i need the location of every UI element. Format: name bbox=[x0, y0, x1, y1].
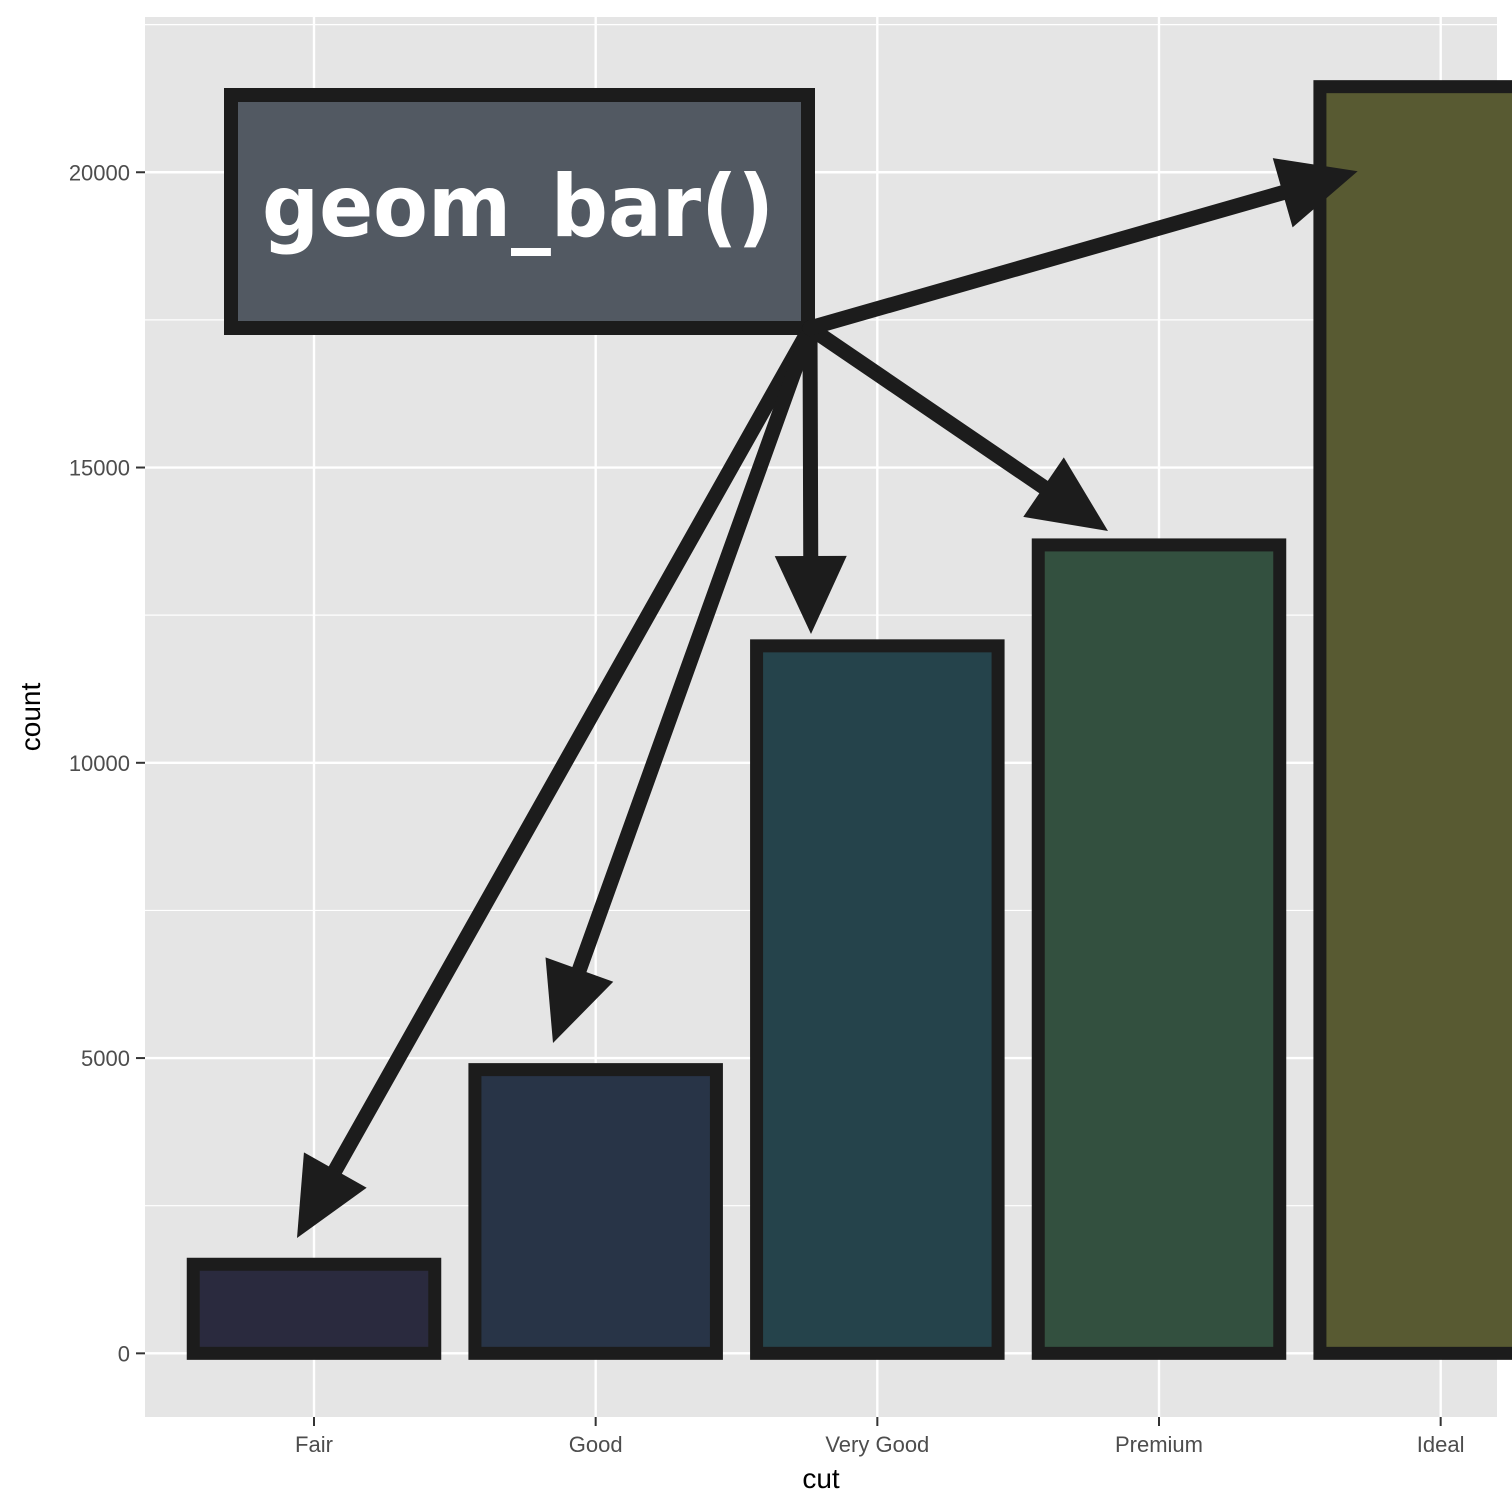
bar-fair bbox=[186, 1257, 442, 1360]
arrow-head bbox=[774, 555, 847, 634]
x-tick-label: Fair bbox=[295, 1432, 333, 1457]
arrow-shaft bbox=[325, 320, 818, 1182]
y-axis-title: count bbox=[15, 683, 46, 752]
y-axis: 0 5000 10000 15000 20000 bbox=[69, 160, 145, 1366]
arrow-head bbox=[1272, 158, 1358, 228]
y-tick-label: 10000 bbox=[69, 751, 130, 776]
x-axis-title: cut bbox=[802, 1463, 840, 1494]
arrow-shaft bbox=[802, 320, 1055, 497]
arrow-to-premium bbox=[802, 320, 1108, 531]
annotation-text: geom_bar() bbox=[262, 157, 774, 257]
bar-very-good bbox=[750, 639, 1005, 1360]
y-tick-label: 20000 bbox=[69, 160, 130, 185]
x-tick-label: Very Good bbox=[825, 1432, 929, 1457]
arrow-head bbox=[1023, 457, 1108, 531]
annotation: geom_bar() bbox=[224, 88, 815, 335]
arrow-to-ideal bbox=[802, 158, 1358, 336]
y-tick-label: 5000 bbox=[81, 1046, 130, 1071]
arrow-to-very-good bbox=[774, 320, 847, 634]
arrow-shaft bbox=[570, 320, 818, 981]
arrow-head bbox=[297, 1152, 367, 1238]
arrow-shaft bbox=[802, 320, 819, 568]
x-tick-label: Premium bbox=[1115, 1432, 1203, 1457]
arrow-shaft bbox=[802, 184, 1295, 336]
x-tick-label: Good bbox=[569, 1432, 623, 1457]
annotation-arrows bbox=[297, 158, 1358, 1238]
arrow-to-fair bbox=[297, 320, 818, 1238]
arrow-head bbox=[545, 957, 614, 1043]
arrow-to-good bbox=[545, 320, 818, 1043]
y-tick-label: 0 bbox=[118, 1341, 130, 1366]
bar-ideal bbox=[1313, 80, 1512, 1360]
x-tick-label: Ideal bbox=[1417, 1432, 1465, 1457]
bars bbox=[186, 80, 1512, 1360]
bar-premium bbox=[1031, 538, 1287, 1360]
annotation-box bbox=[224, 88, 815, 335]
bar-good bbox=[468, 1063, 723, 1360]
x-axis: Fair Good Very Good Premium Ideal bbox=[295, 1417, 1465, 1457]
y-tick-label: 15000 bbox=[69, 456, 130, 481]
